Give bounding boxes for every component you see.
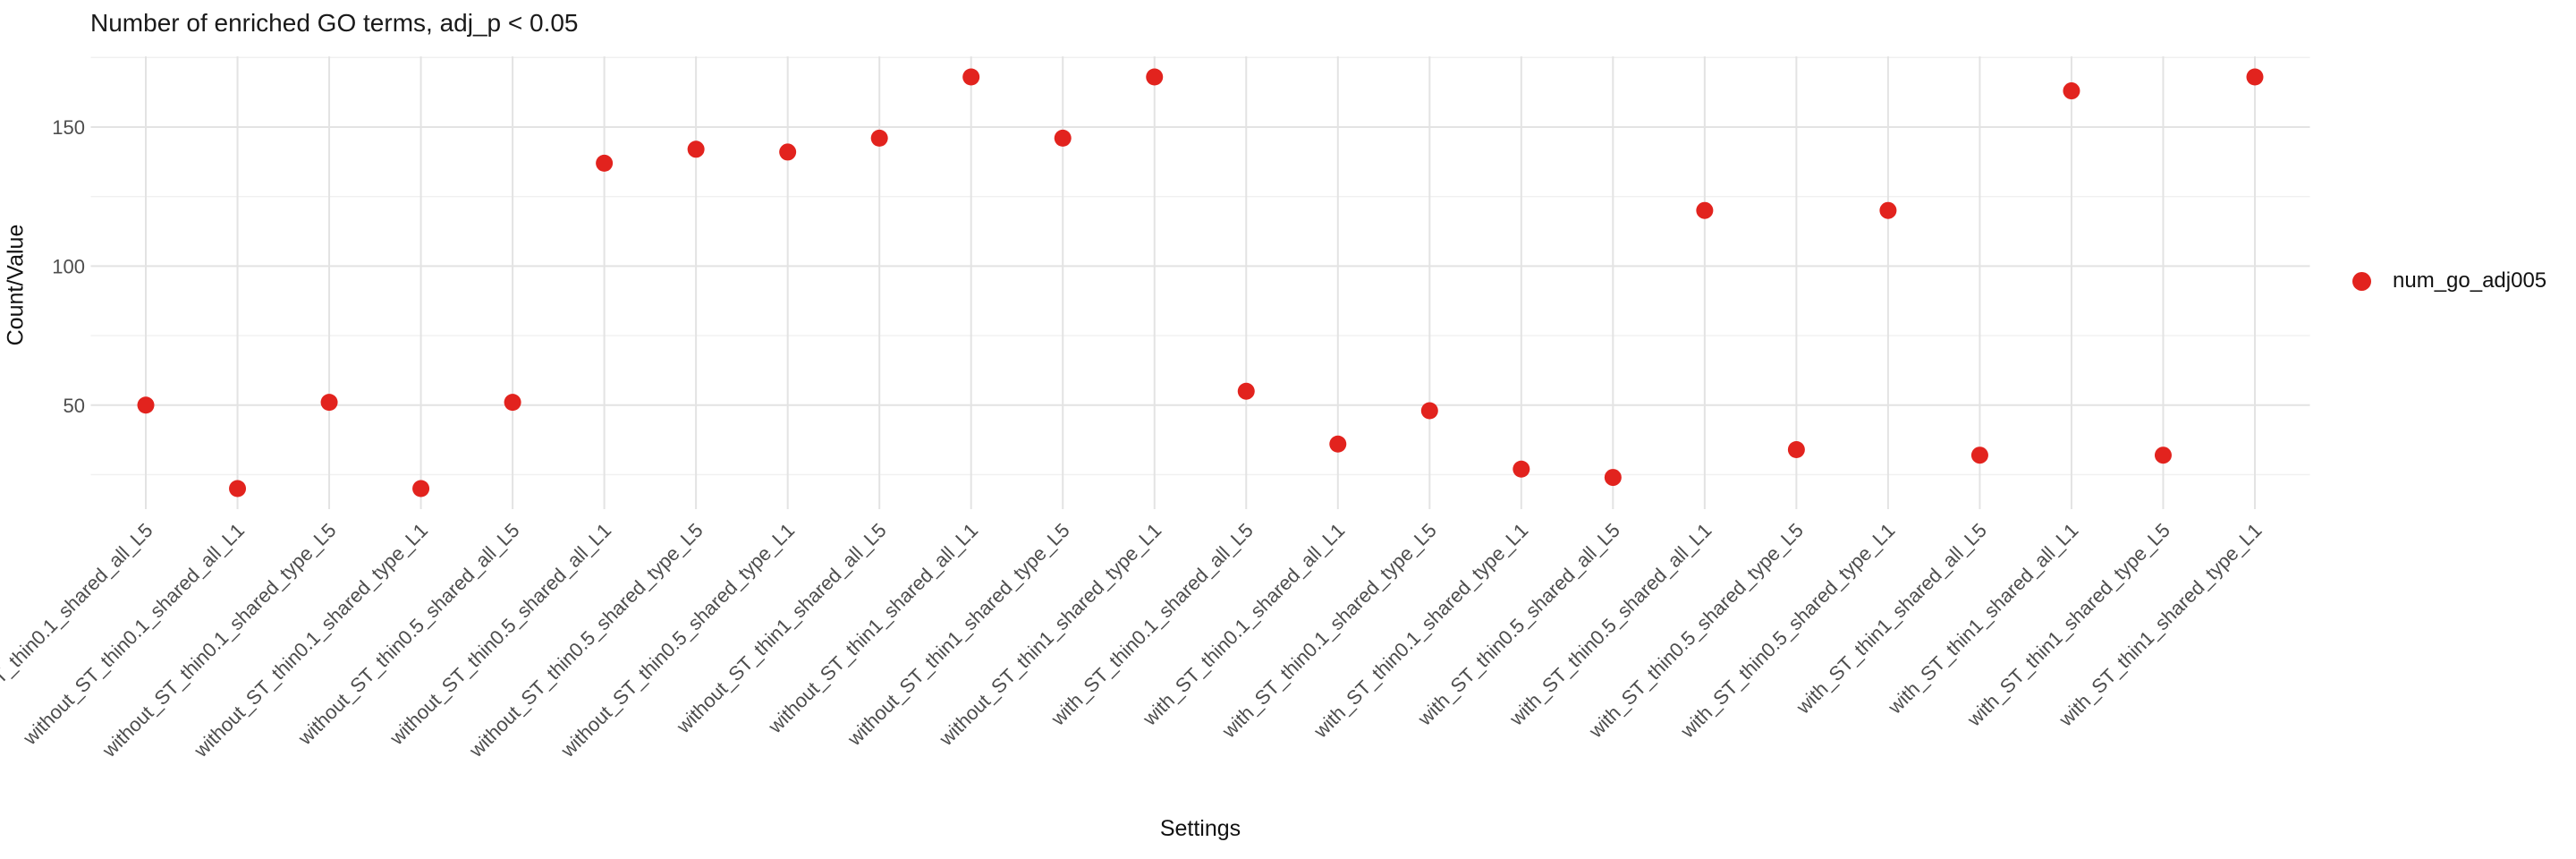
y-tick-label: 150	[52, 116, 85, 139]
data-point	[1146, 68, 1164, 86]
x-tick-label: with_ST_thin0.1_shared_all_L1	[1138, 519, 1349, 730]
data-point	[2246, 68, 2264, 86]
data-point	[412, 480, 430, 498]
data-point	[1513, 460, 1530, 478]
data-point	[2063, 82, 2080, 100]
data-point	[1787, 440, 1805, 458]
data-point	[596, 154, 614, 172]
data-point	[687, 140, 705, 158]
y-axis-title: Count/Value	[3, 224, 29, 346]
data-point	[320, 394, 338, 412]
data-point	[1604, 469, 1622, 487]
data-point	[779, 143, 797, 161]
x-tick-label: with_ST_thin0.1_shared_all_L5	[1046, 519, 1257, 730]
x-axis-title: Settings	[1159, 816, 1241, 841]
x-tick-label: with_ST_thin0.5_shared_all_L5	[1413, 519, 1624, 730]
data-point	[870, 129, 888, 147]
data-point	[1054, 129, 1072, 147]
x-tick-label: with_ST_thin1_shared_type_L1	[2054, 519, 2266, 731]
x-tick-label: with_ST_thin1_shared_all_L5	[1792, 519, 1991, 719]
y-tick-label: 50	[64, 395, 85, 417]
data-point	[1237, 382, 1255, 400]
chart-title: Number of enriched GO terms, adj_p < 0.0…	[90, 9, 579, 37]
legend: num_go_adj005	[2352, 268, 2546, 293]
x-tick-label: with_ST_thin0.5_shared_all_L1	[1504, 519, 1716, 730]
data-point	[1696, 201, 1714, 219]
data-point	[1329, 435, 1347, 453]
data-point	[2154, 447, 2172, 464]
data-point	[1420, 402, 1438, 420]
legend-point-swatch	[2352, 271, 2371, 291]
x-tick-label: with_ST_thin1_shared_type_L5	[1962, 519, 2174, 731]
data-point	[962, 68, 980, 86]
y-tick-label: 100	[52, 255, 85, 277]
data-point	[504, 394, 521, 412]
x-tick-label: with_ST_thin1_shared_all_L1	[1883, 519, 2082, 719]
legend-label: num_go_adj005	[2393, 268, 2547, 293]
data-point	[137, 396, 155, 414]
data-point	[229, 480, 247, 498]
data-point	[1970, 447, 1988, 464]
data-point	[1879, 201, 1897, 219]
